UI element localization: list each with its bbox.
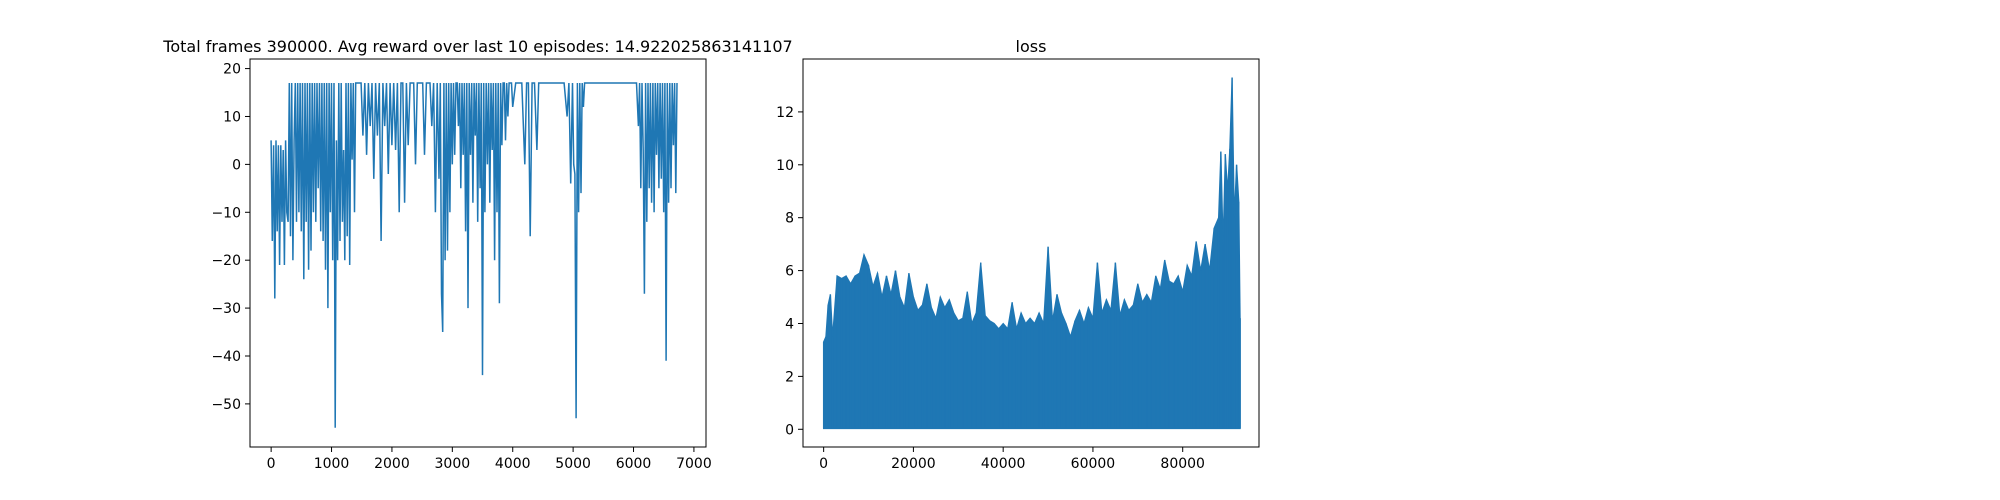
loss-y-tick-label: 8: [785, 211, 794, 227]
loss-axes-frame: [802, 58, 1260, 448]
reward-plot-area: 0 1000 2000 3000 4000 5000 6000 7000 −50 −40 −30 −2…: [211, 58, 712, 472]
loss-chart-title: loss: [1016, 37, 1047, 56]
reward-y-tick-label: 0: [232, 157, 241, 173]
loss-plot-area: 0 20000 40000 60000 80000 0 2 4 6 8 10 12: [776, 58, 1260, 472]
reward-series-line: [270, 82, 678, 428]
loss-x-tick-label: 20000: [891, 456, 936, 472]
loss-x-tick-label: 40000: [981, 456, 1026, 472]
loss-y-tick-label: 6: [785, 264, 794, 280]
reward-x-tick-label: 2000: [374, 456, 410, 472]
loss-chart: loss 0 20000 40000 60000 80000 0 2 4 6 8 10 12: [776, 37, 1260, 472]
loss-y-tick-label: 4: [785, 316, 794, 332]
reward-x-tick-label: 3000: [435, 456, 471, 472]
reward-x-tick-label: 1000: [314, 456, 350, 472]
loss-y-tick-label: 10: [776, 158, 794, 174]
loss-series-band: [823, 77, 1241, 430]
reward-y-tick-label: 10: [223, 109, 241, 125]
reward-y-tick-label: 20: [223, 62, 241, 78]
reward-x-tick-label: 5000: [555, 456, 591, 472]
reward-y-tick-label: −40: [211, 349, 241, 365]
loss-y-tick-label: 0: [785, 422, 794, 438]
reward-y-tick-label: −30: [211, 301, 241, 317]
reward-axes-frame: [249, 58, 707, 448]
loss-y-tick-label: 12: [776, 105, 794, 121]
reward-x-tick-label: 4000: [495, 456, 531, 472]
loss-x-tick-label: 80000: [1160, 456, 1205, 472]
reward-y-tick-label: −50: [211, 397, 241, 413]
reward-x-tick-label: 7000: [676, 456, 712, 472]
reward-chart: Total frames 390000. Avg reward over las…: [162, 37, 792, 472]
loss-x-tick-label: 0: [819, 456, 828, 472]
reward-y-tick-label: −10: [211, 205, 241, 221]
loss-y-tick-label: 2: [785, 369, 794, 385]
reward-x-tick-label: 0: [267, 456, 276, 472]
reward-x-tick-label: 6000: [616, 456, 652, 472]
loss-x-tick-label: 60000: [1071, 456, 1116, 472]
reward-y-tick-label: −20: [211, 253, 241, 269]
reward-chart-title: Total frames 390000. Avg reward over las…: [162, 37, 792, 56]
